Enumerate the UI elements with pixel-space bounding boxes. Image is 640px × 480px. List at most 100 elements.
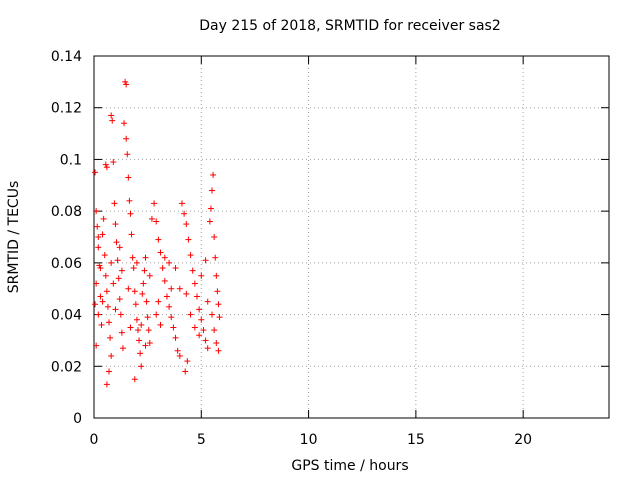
data-point xyxy=(213,340,220,347)
y-tick-label: 0.12 xyxy=(51,101,82,117)
data-point xyxy=(95,244,102,251)
data-point xyxy=(168,285,175,292)
data-point xyxy=(126,197,133,204)
data-point xyxy=(106,319,113,326)
data-point xyxy=(99,231,106,238)
data-point xyxy=(102,272,109,279)
data-point xyxy=(109,117,116,124)
data-point xyxy=(133,316,140,323)
data-point xyxy=(211,234,218,240)
data-point xyxy=(137,350,144,357)
data-point xyxy=(146,340,153,347)
data-point xyxy=(151,200,158,207)
data-point xyxy=(187,252,194,259)
y-tick-label: 0.02 xyxy=(51,359,82,375)
data-point xyxy=(108,259,115,266)
data-point xyxy=(133,259,140,266)
data-point xyxy=(93,342,100,349)
data-point xyxy=(118,267,125,274)
data-point xyxy=(123,135,130,142)
data-point xyxy=(112,306,119,313)
data-point xyxy=(159,265,166,272)
data-point xyxy=(129,254,136,261)
data-point xyxy=(94,223,101,230)
y-tick-label: 0.04 xyxy=(51,308,82,324)
data-point xyxy=(215,301,222,308)
data-point xyxy=(210,171,217,178)
data-point xyxy=(183,290,190,297)
data-point xyxy=(204,345,211,352)
data-point xyxy=(157,249,164,256)
data-point xyxy=(92,169,99,176)
data-point xyxy=(155,298,162,305)
data-point xyxy=(214,288,221,295)
data-point xyxy=(145,327,152,334)
data-point xyxy=(176,352,183,359)
data-point xyxy=(139,290,146,297)
data-point xyxy=(99,298,106,305)
data-point xyxy=(184,358,191,365)
data-point xyxy=(140,280,147,287)
data-point xyxy=(134,327,141,334)
data-point xyxy=(107,334,114,341)
data-point xyxy=(212,254,219,261)
data-point xyxy=(142,342,149,349)
data-point xyxy=(148,215,155,222)
data-point xyxy=(163,293,170,300)
data-point xyxy=(200,327,207,334)
data-point xyxy=(142,254,149,261)
x-tick-label: 5 xyxy=(197,432,206,448)
data-point xyxy=(166,259,173,266)
data-point xyxy=(101,252,108,259)
data-point xyxy=(161,277,168,284)
x-tick-label: 20 xyxy=(514,432,532,448)
grid-layer xyxy=(94,56,609,418)
data-point xyxy=(131,376,138,383)
data-point xyxy=(115,275,122,282)
data-point xyxy=(189,267,196,274)
data-point xyxy=(216,314,223,321)
data-point xyxy=(198,316,205,323)
data-point xyxy=(117,311,124,318)
data-point xyxy=(108,112,115,119)
data-point xyxy=(161,254,168,261)
data-point xyxy=(121,120,128,127)
data-point xyxy=(204,298,211,305)
data-point xyxy=(113,239,120,246)
data-point xyxy=(104,303,111,310)
y-tick-label: 0.08 xyxy=(51,204,82,220)
data-point xyxy=(196,332,203,339)
data-point xyxy=(103,381,110,388)
data-point xyxy=(155,236,162,243)
data-point xyxy=(116,296,123,303)
data-point xyxy=(185,236,192,243)
data-point xyxy=(178,200,185,207)
data-point xyxy=(196,306,203,313)
data-point xyxy=(172,265,179,272)
data-point xyxy=(183,221,190,228)
data-point xyxy=(176,285,183,292)
data-point xyxy=(95,311,102,318)
data-points xyxy=(92,78,223,388)
data-point xyxy=(166,303,173,310)
y-tick-label: 0.06 xyxy=(51,256,82,272)
y-axis-label: SRMTID / TECUs xyxy=(6,181,22,294)
data-point xyxy=(202,257,209,264)
data-point xyxy=(215,347,222,354)
data-point xyxy=(125,174,132,181)
y-tick-label: 0.1 xyxy=(60,152,82,168)
data-point xyxy=(92,301,99,308)
plot-frame xyxy=(93,55,610,419)
data-point xyxy=(209,311,216,318)
data-point xyxy=(127,324,134,331)
data-point xyxy=(93,208,100,215)
data-point xyxy=(103,164,110,171)
x-axis-label: GPS time / hours xyxy=(291,458,408,474)
data-point xyxy=(118,329,125,336)
data-point xyxy=(198,272,205,279)
data-point xyxy=(114,257,121,264)
data-point xyxy=(97,265,104,272)
data-point xyxy=(116,244,123,251)
data-point xyxy=(182,368,189,375)
data-point xyxy=(108,352,115,359)
